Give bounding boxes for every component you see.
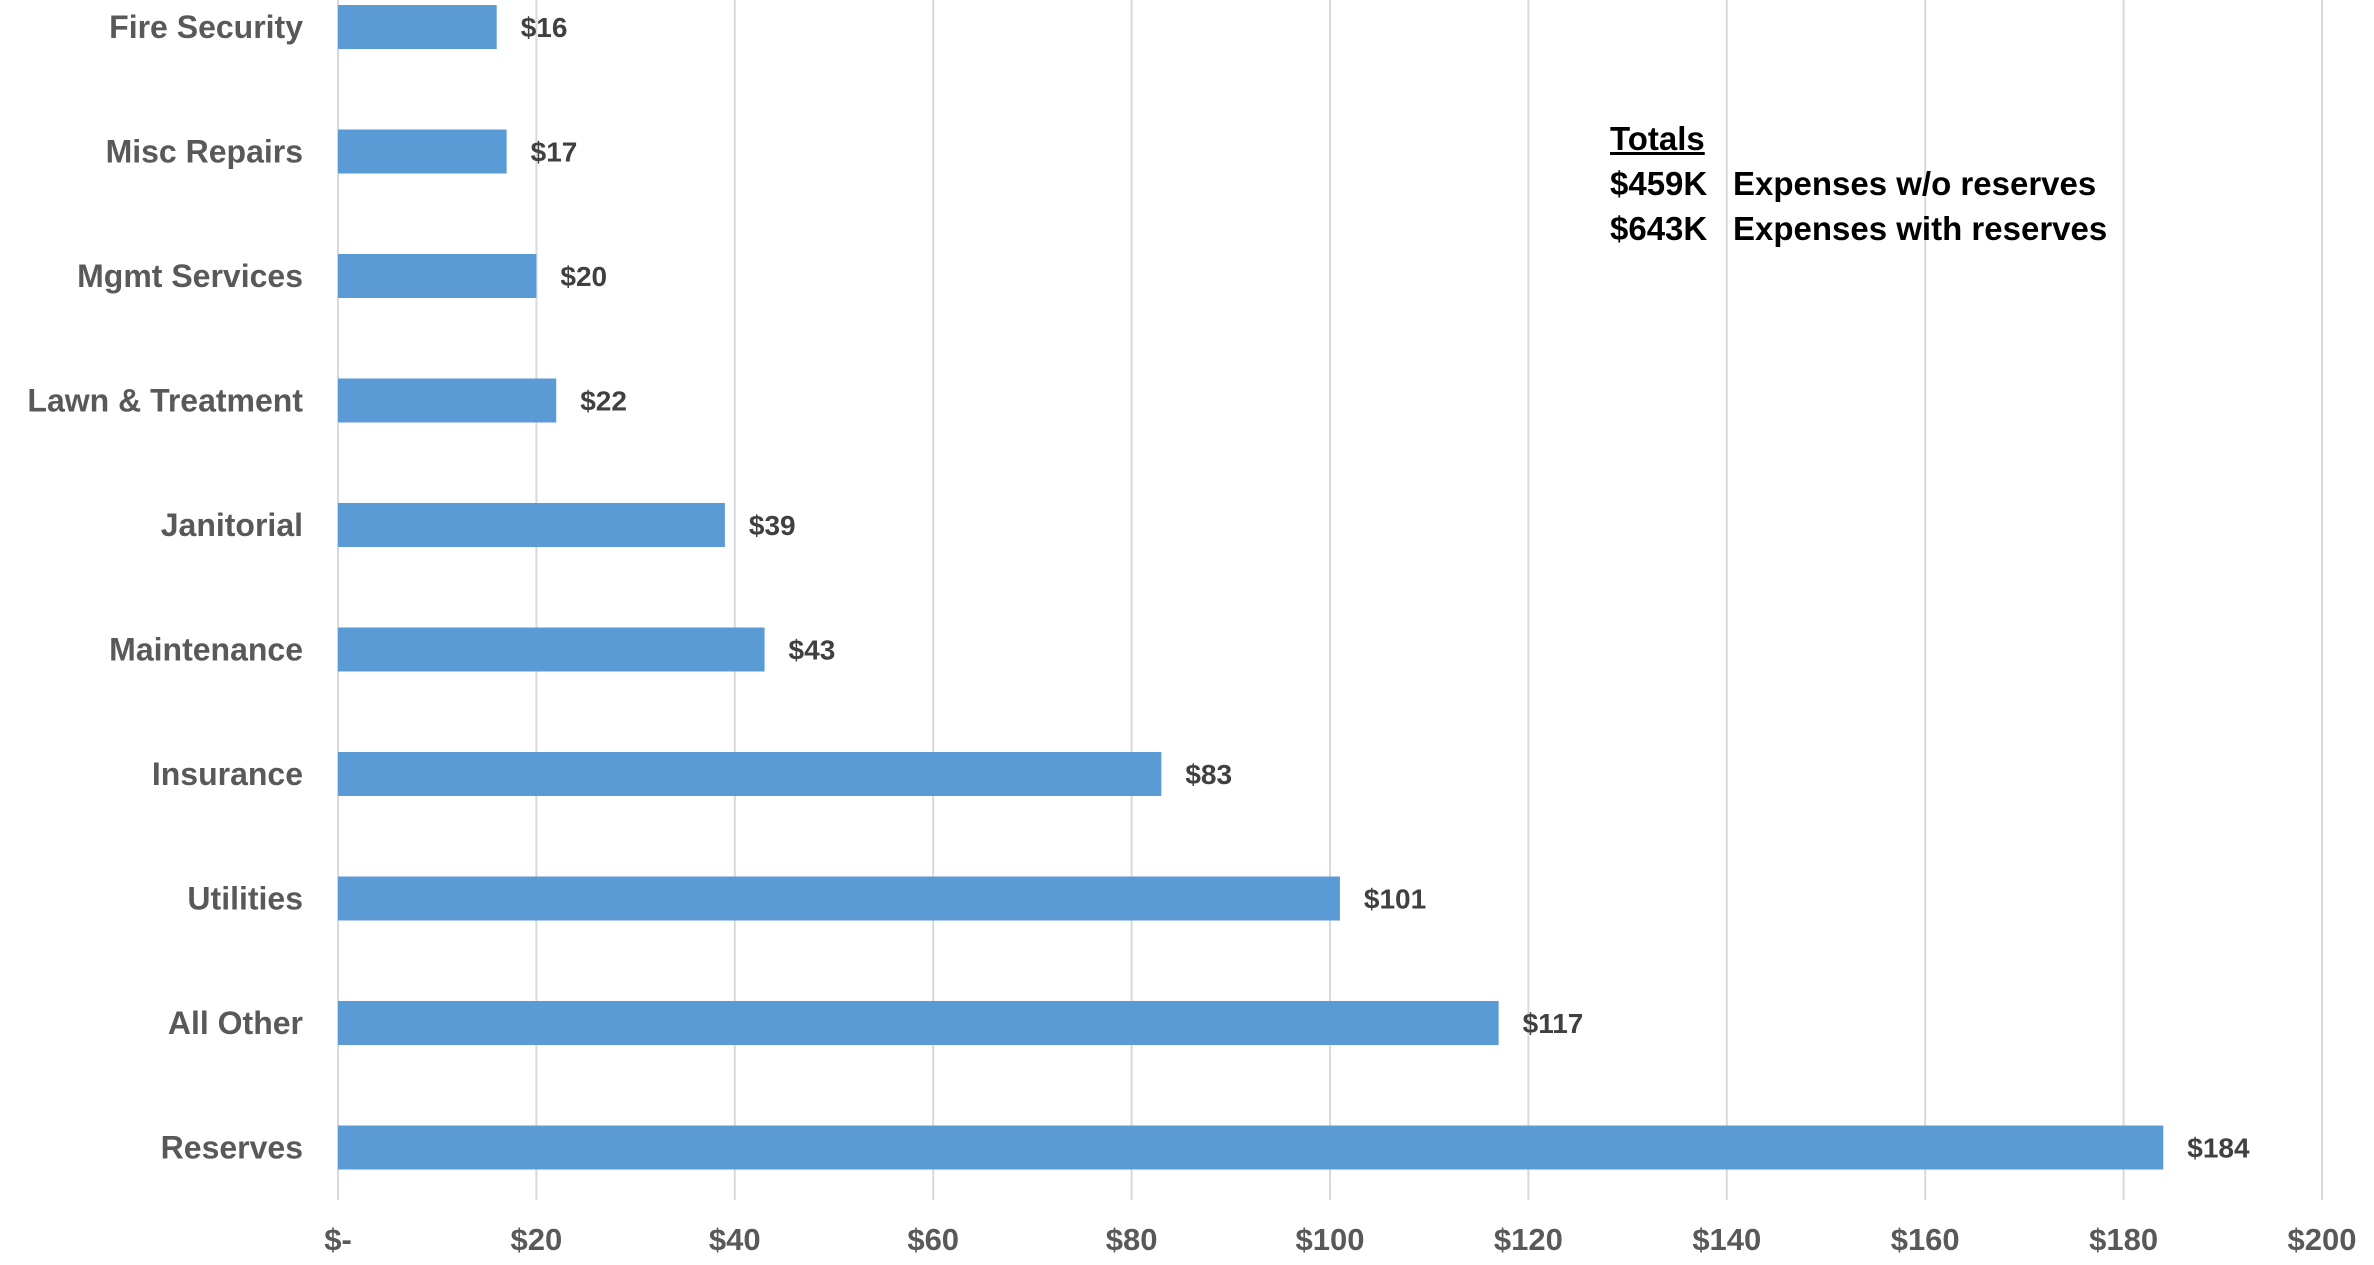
category-label: Misc Repairs <box>106 134 303 170</box>
totals-heading: Totals <box>1610 120 1705 157</box>
category-label: Utilities <box>187 881 303 917</box>
category-label: Fire Security <box>109 9 303 45</box>
category-label: All Other <box>168 1005 303 1041</box>
totals-label: Expenses w/o reserves <box>1733 165 2097 202</box>
value-label: $184 <box>2187 1133 2250 1164</box>
category-label: Lawn & Treatment <box>27 383 303 419</box>
category-label: Reserves <box>161 1130 303 1166</box>
value-label: $17 <box>531 137 578 168</box>
value-label: $117 <box>1523 1008 1584 1039</box>
bar <box>338 254 537 298</box>
bar <box>338 129 507 174</box>
x-tick-label: $140 <box>1692 1222 1761 1257</box>
value-label: $16 <box>521 12 568 43</box>
value-label: $22 <box>580 386 627 417</box>
bar <box>338 876 1340 921</box>
totals-amount: $459K <box>1610 165 1708 202</box>
x-axis-tick-labels: $- $20 $40 $60 $80 $100 $120 $140 $160 $180 $200 <box>324 1222 2356 1257</box>
bar <box>338 752 1162 796</box>
totals-row-with-reserves: $643K Expenses with reserves <box>1610 206 2107 251</box>
category-label: Mgmt Services <box>77 258 303 294</box>
value-label: $43 <box>789 635 836 666</box>
x-tick-label: $20 <box>511 1222 563 1257</box>
bar <box>338 5 497 49</box>
x-tick-label: $- <box>324 1222 352 1257</box>
value-label: $101 <box>1364 884 1426 915</box>
totals-annotation: Totals $459K Expenses w/o reserves $643K… <box>1610 116 2107 251</box>
bar <box>338 503 725 547</box>
bar <box>338 627 765 672</box>
x-tick-label: $160 <box>1891 1222 1960 1257</box>
bar <box>338 378 557 423</box>
totals-amount: $643K <box>1610 210 1708 247</box>
value-label: $20 <box>560 261 607 292</box>
category-label: Insurance <box>152 756 303 792</box>
bars <box>338 5 2164 1170</box>
gridlines <box>337 0 2323 1200</box>
x-tick-label: $120 <box>1494 1222 1563 1257</box>
x-tick-label: $60 <box>907 1222 959 1257</box>
category-label: Janitorial <box>161 507 303 543</box>
bar <box>338 1125 2164 1170</box>
value-label: $83 <box>1185 759 1232 790</box>
totals-row-without-reserves: $459K Expenses w/o reserves <box>1610 161 2107 206</box>
x-tick-label: $180 <box>2089 1222 2158 1257</box>
x-tick-label: $200 <box>2288 1222 2357 1257</box>
category-labels: Fire Security Misc Repairs Mgmt Services La… <box>27 9 303 1166</box>
totals-label: Expenses with reserves <box>1733 210 2108 247</box>
value-label: $39 <box>749 510 796 541</box>
x-tick-label: $100 <box>1296 1222 1365 1257</box>
x-tick-label: $40 <box>709 1222 761 1257</box>
x-tick-label: $80 <box>1106 1222 1158 1257</box>
bar <box>338 1001 1499 1045</box>
value-labels: $16 $17 $20 $22 $39 $43 $83 $101 $117 $184 <box>521 12 2250 1164</box>
category-label: Maintenance <box>109 632 303 668</box>
